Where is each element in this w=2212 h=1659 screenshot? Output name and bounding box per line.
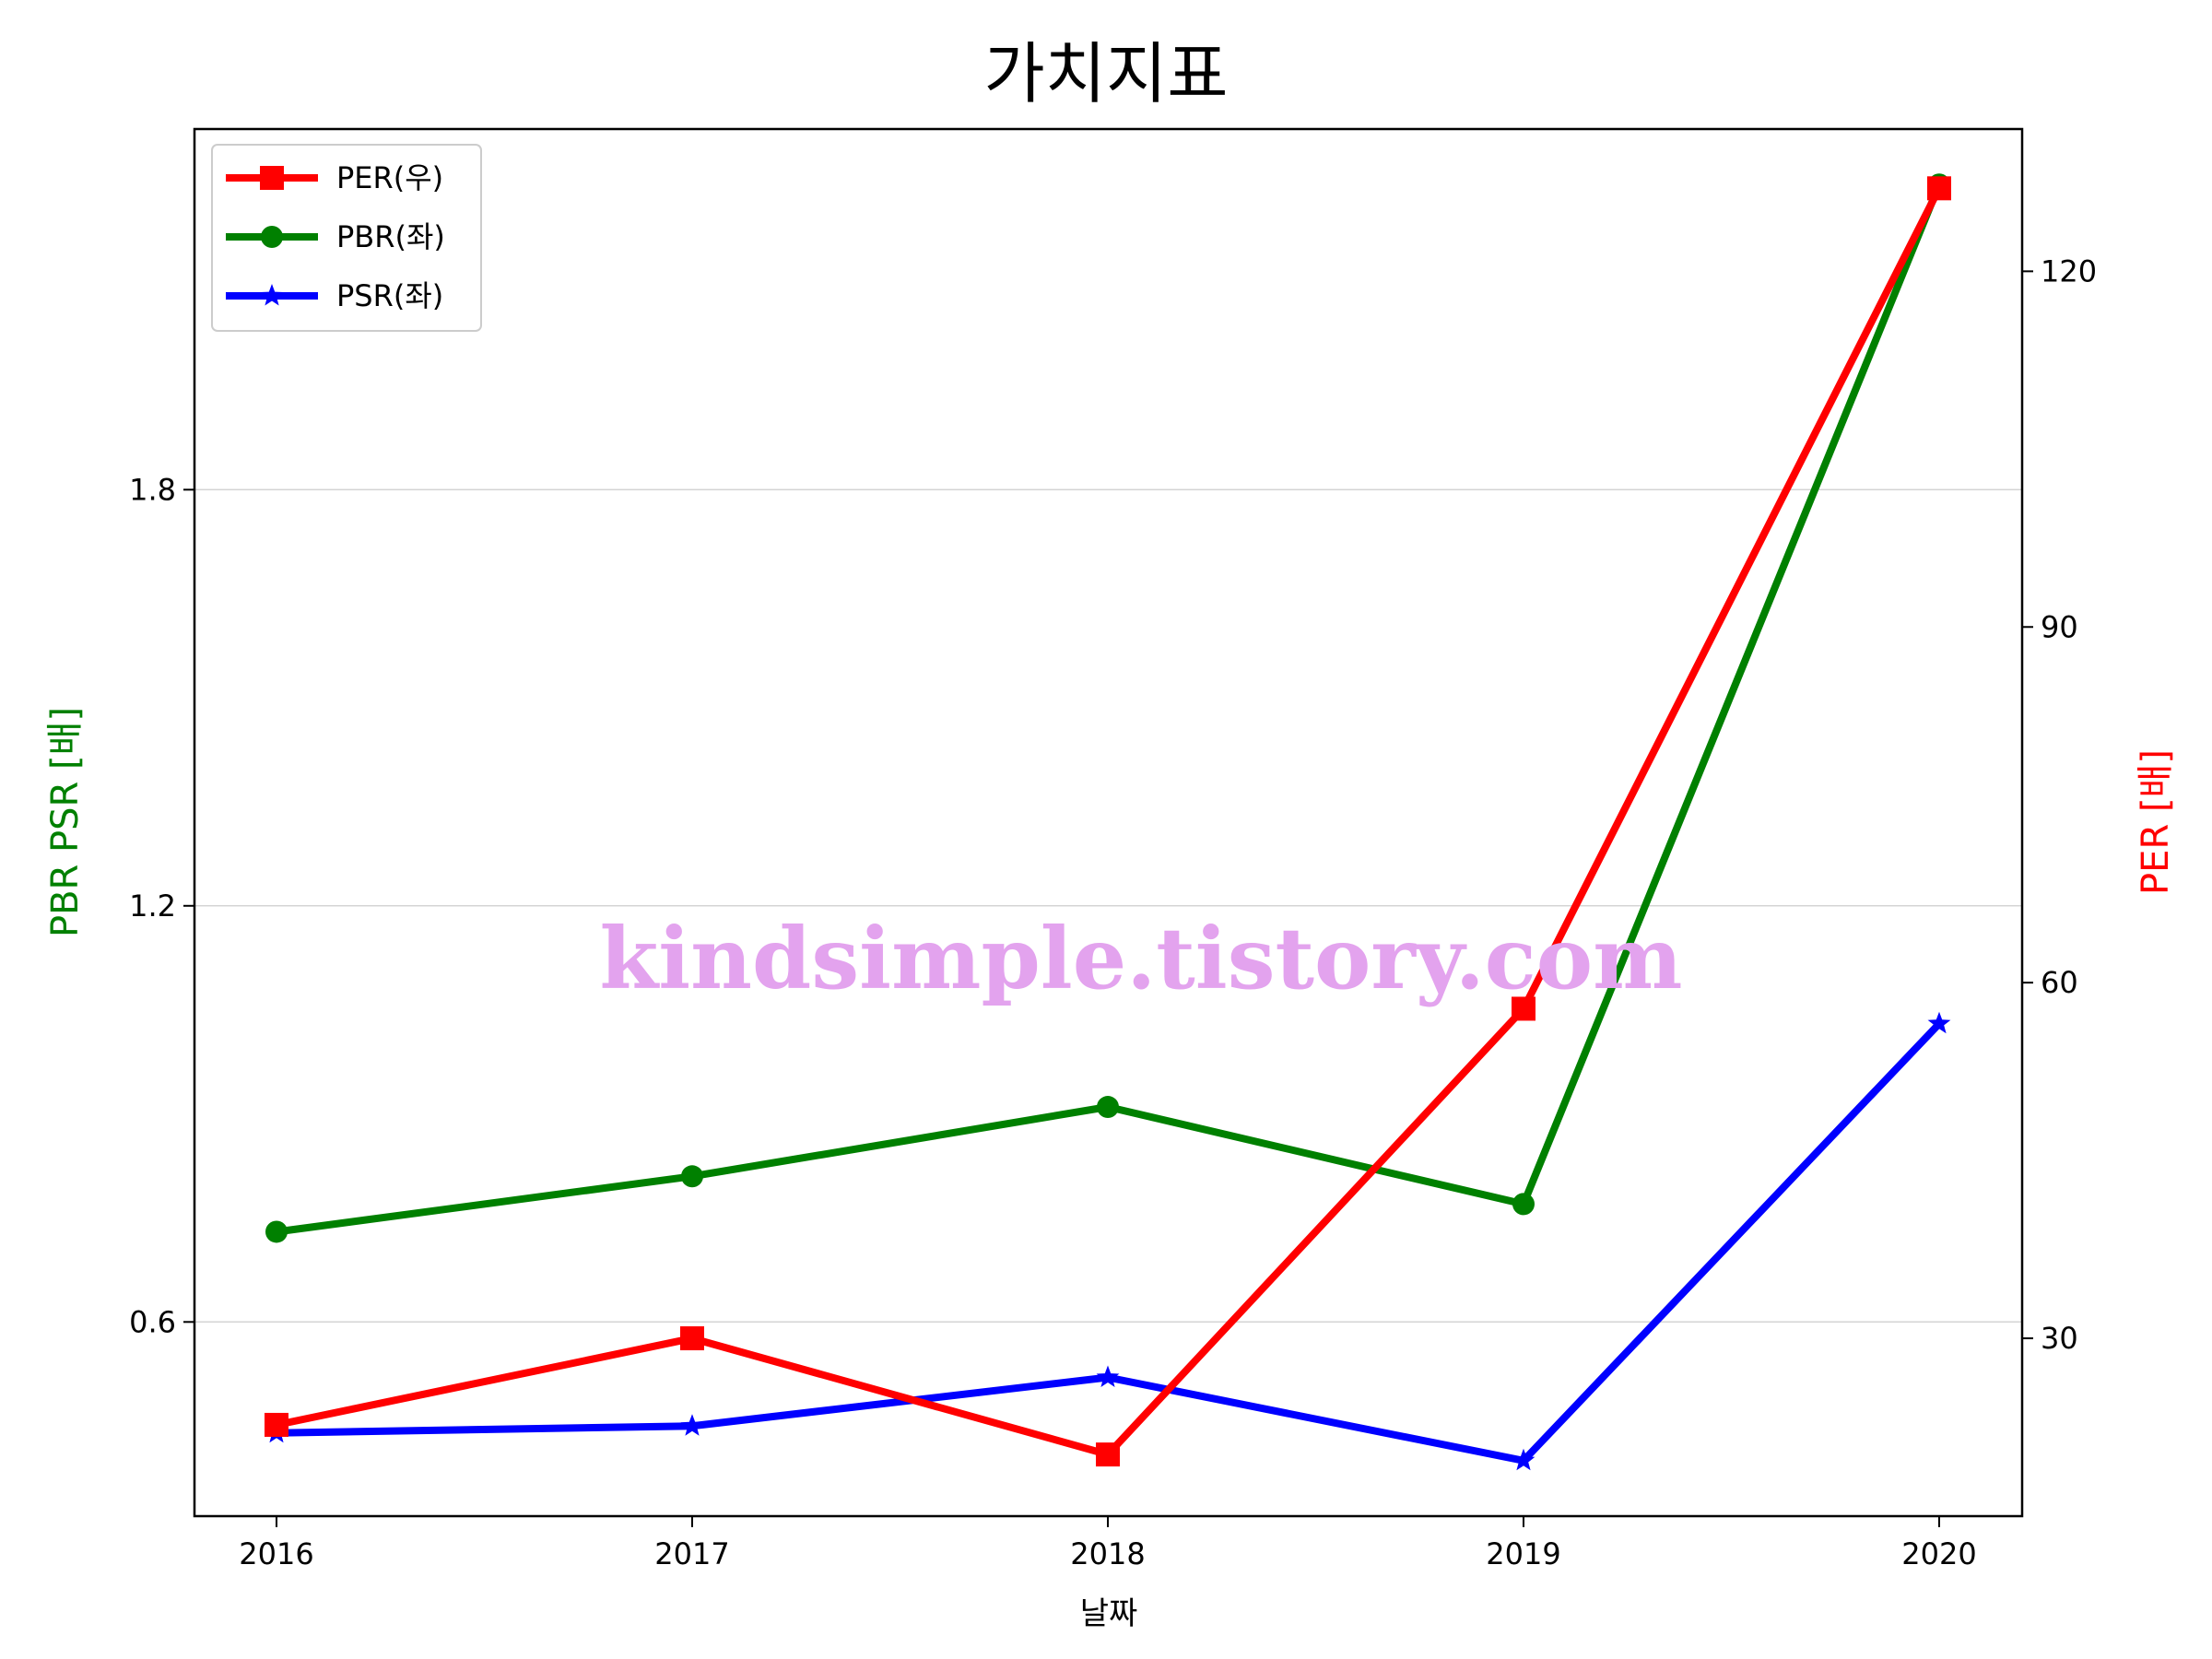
x-tick-label: 2016 <box>239 1536 313 1571</box>
legend-marker-per <box>260 166 284 190</box>
left-y-tick-label: 1.2 <box>129 888 176 924</box>
watermark: kindsimple.tistory.com <box>599 909 1682 1008</box>
psr-point <box>1096 1365 1120 1387</box>
legend-label-pbr: PBR(좌) <box>336 219 445 254</box>
psr-point <box>1512 1448 1535 1471</box>
per-series-line <box>273 184 1943 1459</box>
pbr-series-line <box>273 181 1943 1236</box>
per-point <box>680 1326 704 1351</box>
pbr-point <box>1512 1193 1535 1216</box>
right-y-tick-label: 60 <box>2041 965 2078 1000</box>
chart-title: 가치지표 <box>984 35 1229 112</box>
legend-marker-psr <box>260 284 284 306</box>
x-axis-label: 날짜 <box>1080 1595 1138 1632</box>
x-tick-label: 2017 <box>654 1536 729 1571</box>
psr-series-line <box>273 1019 1943 1465</box>
plot-frame <box>193 127 2024 1518</box>
left-y-tick-label: 0.6 <box>129 1304 176 1339</box>
legend-label-per: PER(우) <box>336 160 443 195</box>
pbr-point <box>265 1220 288 1243</box>
legend-label-psr: PSR(좌) <box>336 278 443 313</box>
right-y-tick-label: 120 <box>2041 253 2097 288</box>
per-point <box>1927 176 1951 201</box>
legend-marker-pbr <box>261 226 283 248</box>
per-point <box>265 1412 288 1437</box>
right-y-axis-label: PER [배] <box>2135 749 2177 895</box>
per-point <box>1096 1442 1120 1467</box>
psr-point <box>680 1414 704 1436</box>
psr-point <box>1927 1011 1951 1034</box>
right-y-tick-label: 90 <box>2041 609 2078 644</box>
per-point <box>1512 996 1535 1021</box>
x-tick-label: 2019 <box>1486 1536 1560 1571</box>
x-tick-label: 2020 <box>1901 1536 1976 1571</box>
legend-frame <box>211 144 482 332</box>
pbr-point <box>1097 1096 1119 1119</box>
left-y-tick-label: 1.8 <box>129 472 176 507</box>
left-y-axis-label: PBR PSR [배] <box>44 707 87 937</box>
legend: PER(우) PBR(좌) PSR(좌) <box>211 144 482 332</box>
x-tick-label: 2018 <box>1070 1536 1145 1571</box>
plot-series <box>265 173 1951 1471</box>
right-y-tick-label: 30 <box>2041 1321 2078 1356</box>
gridlines <box>194 488 2022 1324</box>
axes: 2016 2017 2018 2019 2020 0.6 1.2 1.8 30 60 90 120 <box>129 253 2097 1571</box>
pbr-point <box>681 1165 703 1188</box>
